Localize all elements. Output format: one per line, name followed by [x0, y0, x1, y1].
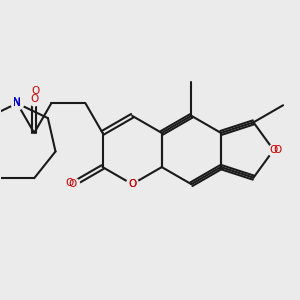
Text: N: N — [13, 97, 21, 107]
Text: O: O — [65, 178, 74, 188]
Text: O: O — [69, 179, 77, 189]
Text: O: O — [269, 145, 278, 155]
Text: O: O — [32, 86, 40, 96]
Text: N: N — [13, 98, 21, 108]
Text: O: O — [129, 179, 137, 189]
Text: O: O — [128, 179, 136, 189]
Text: N: N — [13, 98, 21, 108]
Text: O: O — [30, 94, 38, 104]
Text: O: O — [273, 145, 282, 155]
